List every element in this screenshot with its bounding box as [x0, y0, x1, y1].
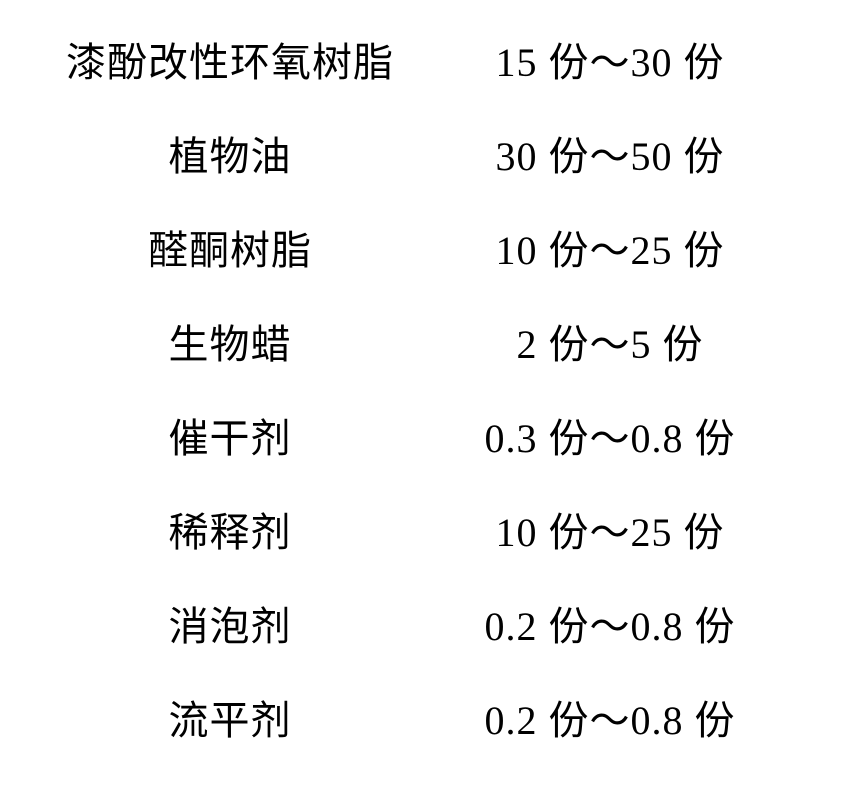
- ingredient-label: 醛酮树脂: [40, 218, 420, 276]
- ingredient-label: 植物油: [40, 124, 420, 182]
- table-row: 催干剂 0.3 份～0.8 份: [40, 406, 819, 464]
- ingredient-label: 催干剂: [40, 406, 420, 464]
- ingredient-label: 漆酚改性环氧树脂: [40, 30, 420, 88]
- ingredient-value: 0.2 份～0.8 份: [420, 688, 800, 746]
- table-row: 生物蜡 2 份～5 份: [40, 312, 819, 370]
- ingredient-label: 流平剂: [40, 688, 420, 746]
- table-row: 流平剂 0.2 份～0.8 份: [40, 688, 819, 746]
- ingredient-label: 稀释剂: [40, 500, 420, 558]
- table-row: 植物油 30 份～50 份: [40, 124, 819, 182]
- ingredient-value: 2 份～5 份: [420, 312, 800, 370]
- ingredient-value: 30 份～50 份: [420, 124, 800, 182]
- table-row: 醛酮树脂 10 份～25 份: [40, 218, 819, 276]
- ingredient-value: 0.3 份～0.8 份: [420, 406, 800, 464]
- table-row: 稀释剂 10 份～25 份: [40, 500, 819, 558]
- ingredient-table: 漆酚改性环氧树脂 15 份～30 份 植物油 30 份～50 份 醛酮树脂 10…: [0, 0, 859, 812]
- ingredient-value: 10 份～25 份: [420, 218, 800, 276]
- ingredient-label: 消泡剂: [40, 594, 420, 652]
- table-row: 消泡剂 0.2 份～0.8 份: [40, 594, 819, 652]
- ingredient-value: 0.2 份～0.8 份: [420, 594, 800, 652]
- table-row: 漆酚改性环氧树脂 15 份～30 份: [40, 30, 819, 88]
- ingredient-label: 生物蜡: [40, 312, 420, 370]
- ingredient-value: 15 份～30 份: [420, 30, 800, 88]
- ingredient-value: 10 份～25 份: [420, 500, 800, 558]
